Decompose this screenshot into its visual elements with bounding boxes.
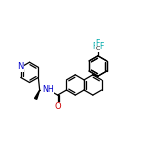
Polygon shape — [35, 90, 40, 99]
Text: F: F — [99, 42, 104, 51]
Text: N: N — [17, 62, 23, 71]
Text: C: C — [96, 46, 100, 51]
Text: NH: NH — [42, 85, 54, 94]
Text: F: F — [96, 40, 100, 48]
Text: O: O — [54, 102, 61, 111]
Text: F: F — [92, 42, 96, 51]
